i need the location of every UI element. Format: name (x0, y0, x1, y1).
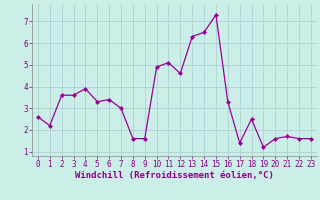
X-axis label: Windchill (Refroidissement éolien,°C): Windchill (Refroidissement éolien,°C) (75, 171, 274, 180)
